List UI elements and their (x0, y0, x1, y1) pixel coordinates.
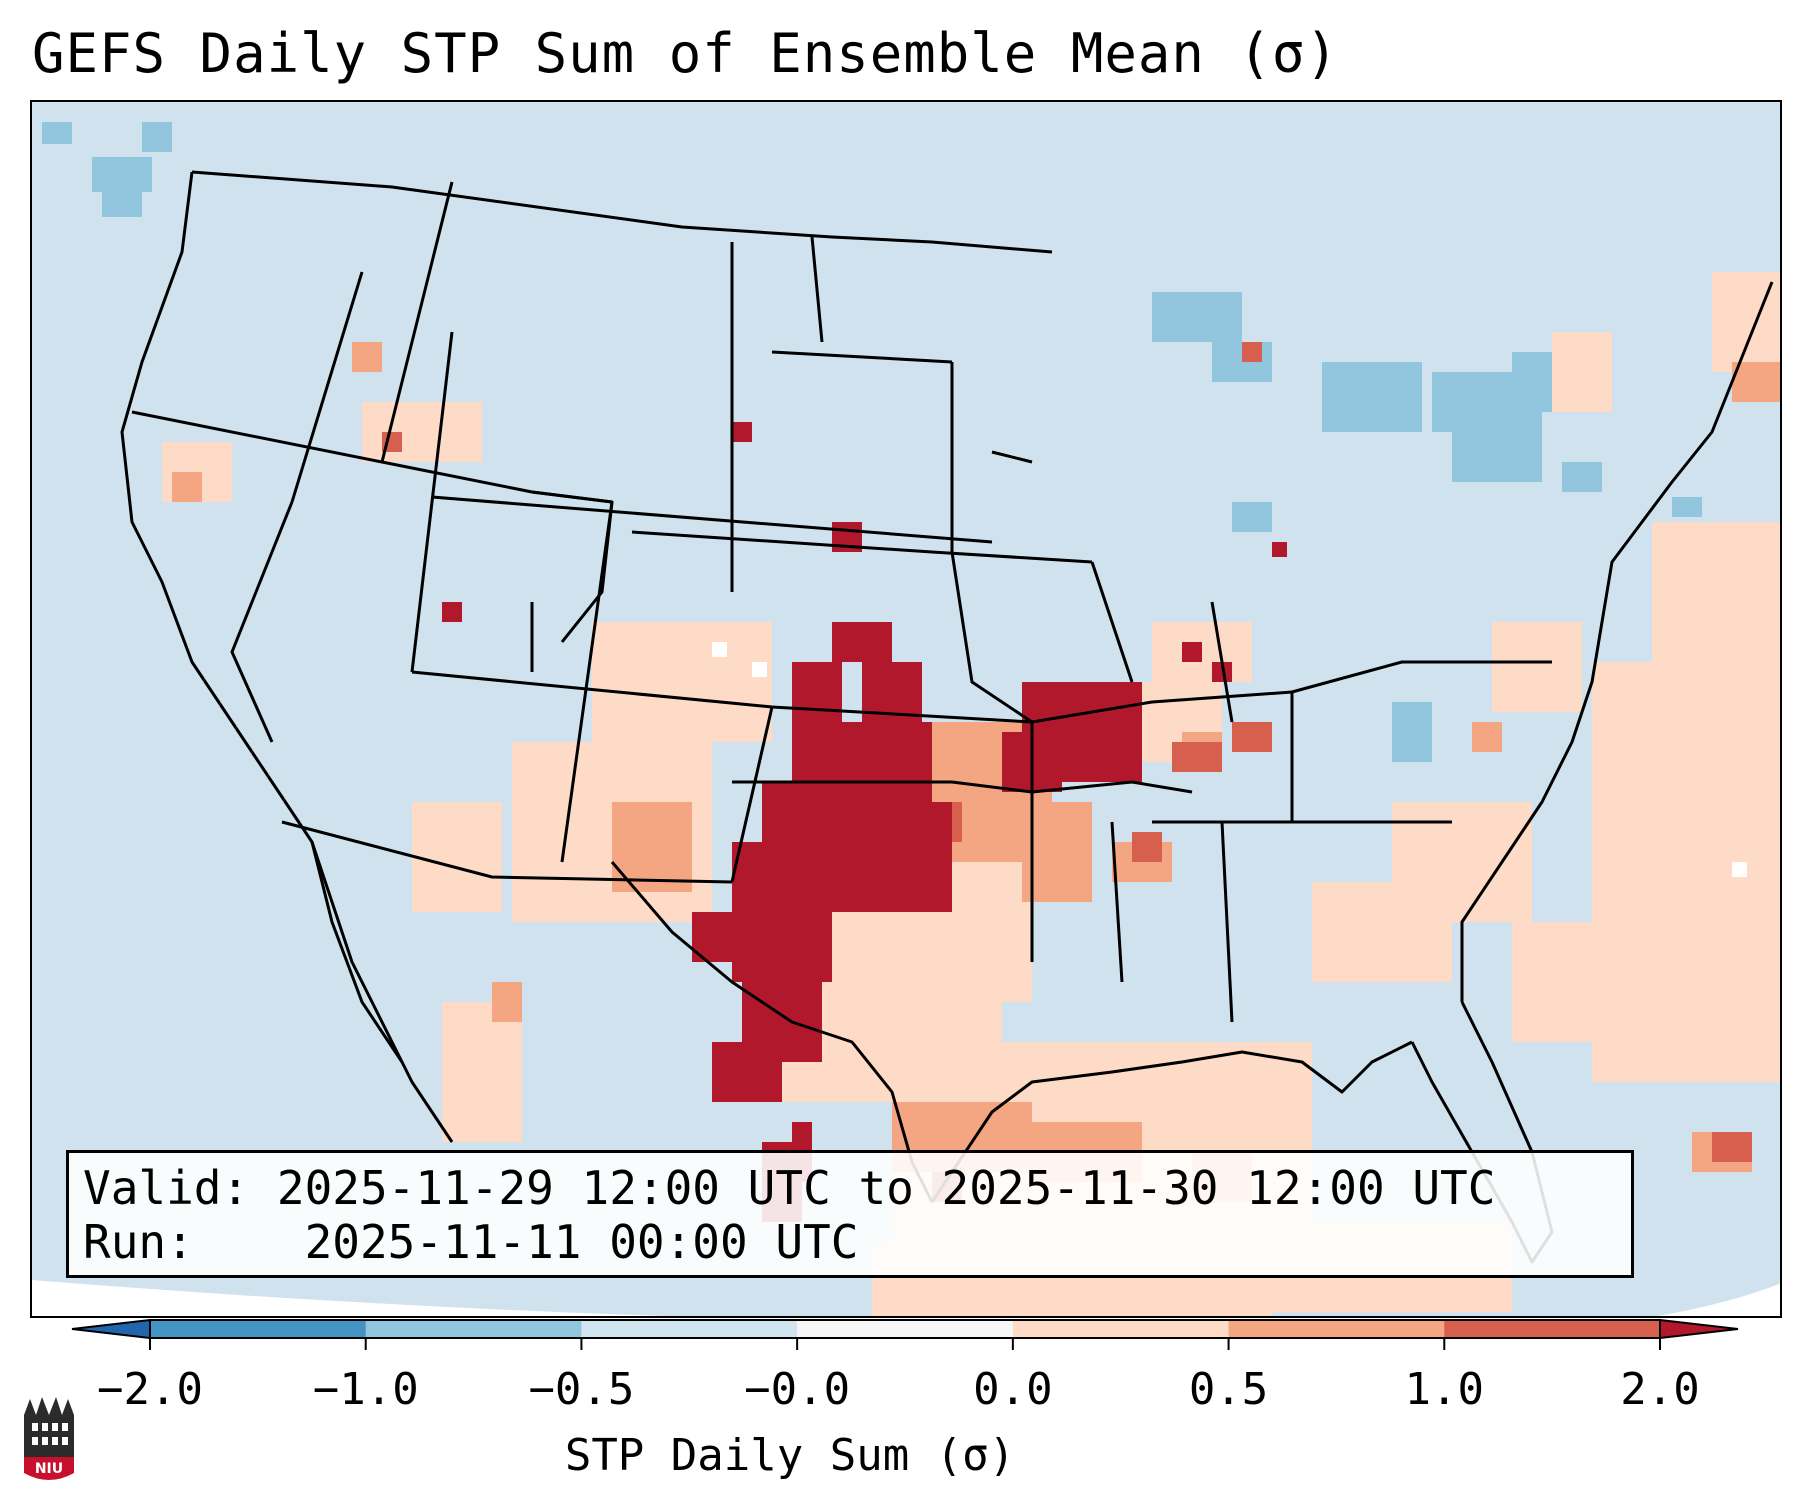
map-canvas (32, 102, 1780, 1316)
projection-edge-right (1657, 1283, 1780, 1316)
run-label: Run: (83, 1215, 194, 1269)
colorbar-extend-low (71, 1318, 151, 1340)
colorbar-tick-label: 2.0 (1620, 1364, 1700, 1415)
boundaries (120, 170, 1774, 1264)
logo-text: NIU (35, 1461, 63, 1477)
colorbar-segment (581, 1320, 798, 1338)
colorbar-segment (1012, 1320, 1230, 1338)
colorbar-segment (150, 1320, 367, 1338)
map-title: GEFS Daily STP Sum of Ensemble Mean (σ) (32, 22, 1339, 85)
colorbar-tick-label: −0.0 (744, 1364, 851, 1415)
colorbar-extend-high (1659, 1318, 1739, 1340)
valid-range: 2025-11-29 12:00 UTC to 2025-11-30 12:00… (276, 1161, 1496, 1215)
negative-anomaly-cells (42, 122, 1702, 762)
colorbar-segment (1444, 1320, 1661, 1338)
colorbar-segment (365, 1320, 582, 1338)
near-zero-cells (712, 642, 1747, 877)
run-time: 2025-11-11 00:00 UTC (304, 1215, 859, 1269)
strong-positive-cells (442, 422, 1287, 1222)
validity-info-box: Valid: 2025-11-29 12:00 UTC to 2025-11-3… (66, 1150, 1634, 1278)
valid-label: Valid: (83, 1161, 250, 1215)
university-building-icon: NIU (20, 1393, 78, 1485)
colorbar-segment (1228, 1320, 1445, 1338)
colorbar-tick-label: −1.0 (312, 1364, 419, 1415)
colorbar-tick-label: 0.5 (1188, 1364, 1269, 1415)
projection-edge (32, 1280, 665, 1316)
colorbar-outline (149, 1319, 1661, 1339)
colorbar-segment (797, 1320, 1014, 1338)
colorbar-tick-label: −0.5 (528, 1364, 635, 1415)
map-panel (30, 100, 1782, 1318)
colorbar-tick-label: −2.0 (97, 1364, 203, 1415)
colorbar-tick-label: 0.0 (973, 1364, 1053, 1415)
colorbar-tick-label: 1.0 (1404, 1364, 1485, 1415)
colorbar-label: STP Daily Sum (σ) (564, 1430, 1016, 1481)
